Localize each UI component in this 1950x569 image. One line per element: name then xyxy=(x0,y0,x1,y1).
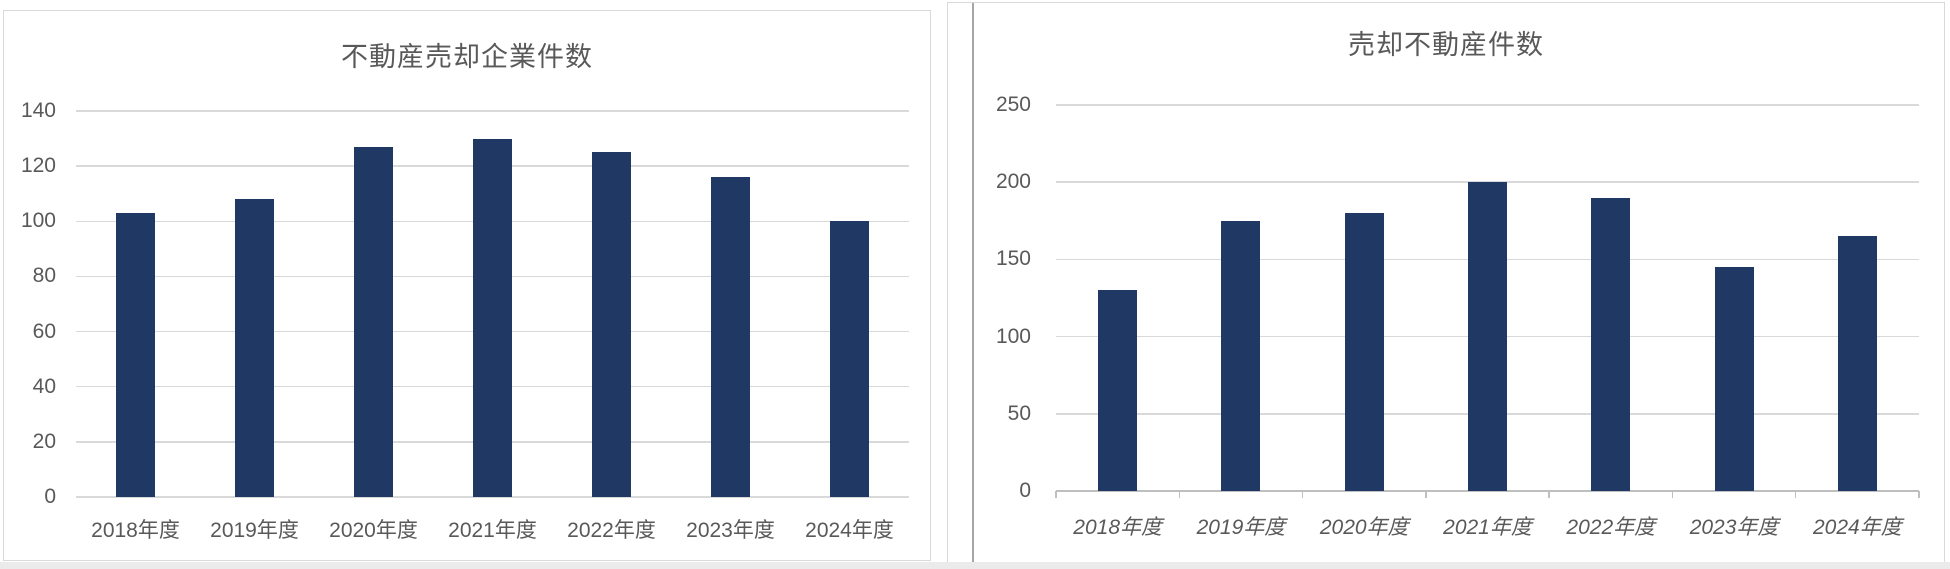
x-tick-mark xyxy=(1671,491,1674,498)
x-tick-mark xyxy=(1178,491,1181,498)
bar-2024年度 xyxy=(1837,236,1877,491)
x-tick-mark xyxy=(1425,491,1427,498)
bar-2022年度 xyxy=(1591,197,1631,491)
y-tick-label: 100 xyxy=(20,209,56,233)
plot-area-companies: 0 20 40 60 80 100 120 140 2018年度 2019年度 2020年度 2021… xyxy=(4,11,932,562)
chart-title-companies: 不動産売却企業件数 xyxy=(341,42,593,72)
x-axis-line xyxy=(1056,490,1919,492)
bar-2019年度 xyxy=(1221,220,1261,491)
x-tick-mark xyxy=(1794,491,1797,498)
gridline xyxy=(1056,104,1919,106)
bar-2019年度 xyxy=(235,199,274,497)
x-tick-label: 2020年度 xyxy=(1319,516,1409,539)
x-tick-label: 2021年度 xyxy=(448,519,537,542)
chart-card-companies: 不動産売却企業件数 0 20 40 60 80 100 120 140 2018年度 2019年度… xyxy=(3,10,931,561)
y-tick-label: 20 xyxy=(32,429,56,453)
x-tick-label: 2024年度 xyxy=(1812,516,1902,539)
y-tick-label: 120 xyxy=(20,154,56,178)
x-tick-label: 2022年度 xyxy=(567,519,656,542)
y-tick-label: 100 xyxy=(995,324,1031,348)
page-bottom-strip xyxy=(0,562,1950,569)
y-tick-label: 60 xyxy=(32,319,56,343)
x-tick-label: 2020年度 xyxy=(329,519,418,542)
gridline xyxy=(76,110,909,112)
y-tick-label: 250 xyxy=(995,93,1031,116)
bar-2021年度 xyxy=(473,138,512,497)
y-tick-label: 40 xyxy=(32,374,56,398)
x-tick-label: 2019年度 xyxy=(210,519,299,542)
chart-card-properties: 売却不動産件数 0 50 100 150 200 250 2018年度 2019年度 2020年… xyxy=(947,2,1945,563)
y-tick-label: 80 xyxy=(32,264,56,288)
bar-2020年度 xyxy=(354,146,393,497)
chart-title-properties: 売却不動産件数 xyxy=(1348,30,1544,60)
x-tick-label: 2023年度 xyxy=(686,519,775,542)
y-tick-label: 140 xyxy=(20,99,56,122)
card-inner-border xyxy=(972,3,974,562)
bar-2018年度 xyxy=(116,213,155,497)
bar-2023年度 xyxy=(1714,267,1754,491)
x-tick-label: 2023年度 xyxy=(1689,516,1779,539)
y-tick-label: 50 xyxy=(1007,401,1031,425)
y-tick-label: 150 xyxy=(995,247,1031,271)
x-tick-mark xyxy=(1301,491,1304,498)
y-tick-label: 0 xyxy=(44,485,56,508)
bar-2021年度 xyxy=(1468,182,1507,491)
bar-2023年度 xyxy=(711,177,750,497)
x-tick-label: 2018年度 xyxy=(91,519,180,542)
x-tick-mark xyxy=(1918,491,1920,498)
x-tick-label: 2019年度 xyxy=(1196,516,1286,539)
x-tick-label: 2021年度 xyxy=(1443,516,1532,539)
x-tick-mark xyxy=(1548,491,1550,498)
bar-2024年度 xyxy=(830,221,869,497)
bar-2020年度 xyxy=(1344,213,1384,491)
x-tick-label: 2018年度 xyxy=(1073,516,1162,539)
y-tick-label: 0 xyxy=(1019,479,1031,502)
bar-2018年度 xyxy=(1098,290,1138,491)
bar-2022年度 xyxy=(592,152,631,497)
plot-area-properties: 0 50 100 150 200 250 2018年度 2019年度 2020年度 2021年度 2… xyxy=(948,3,1946,564)
x-tick-mark xyxy=(1055,491,1057,498)
x-tick-label: 2024年度 xyxy=(805,519,894,542)
x-tick-label: 2022年度 xyxy=(1566,516,1656,539)
gridline xyxy=(76,496,909,498)
y-tick-label: 200 xyxy=(995,170,1031,194)
